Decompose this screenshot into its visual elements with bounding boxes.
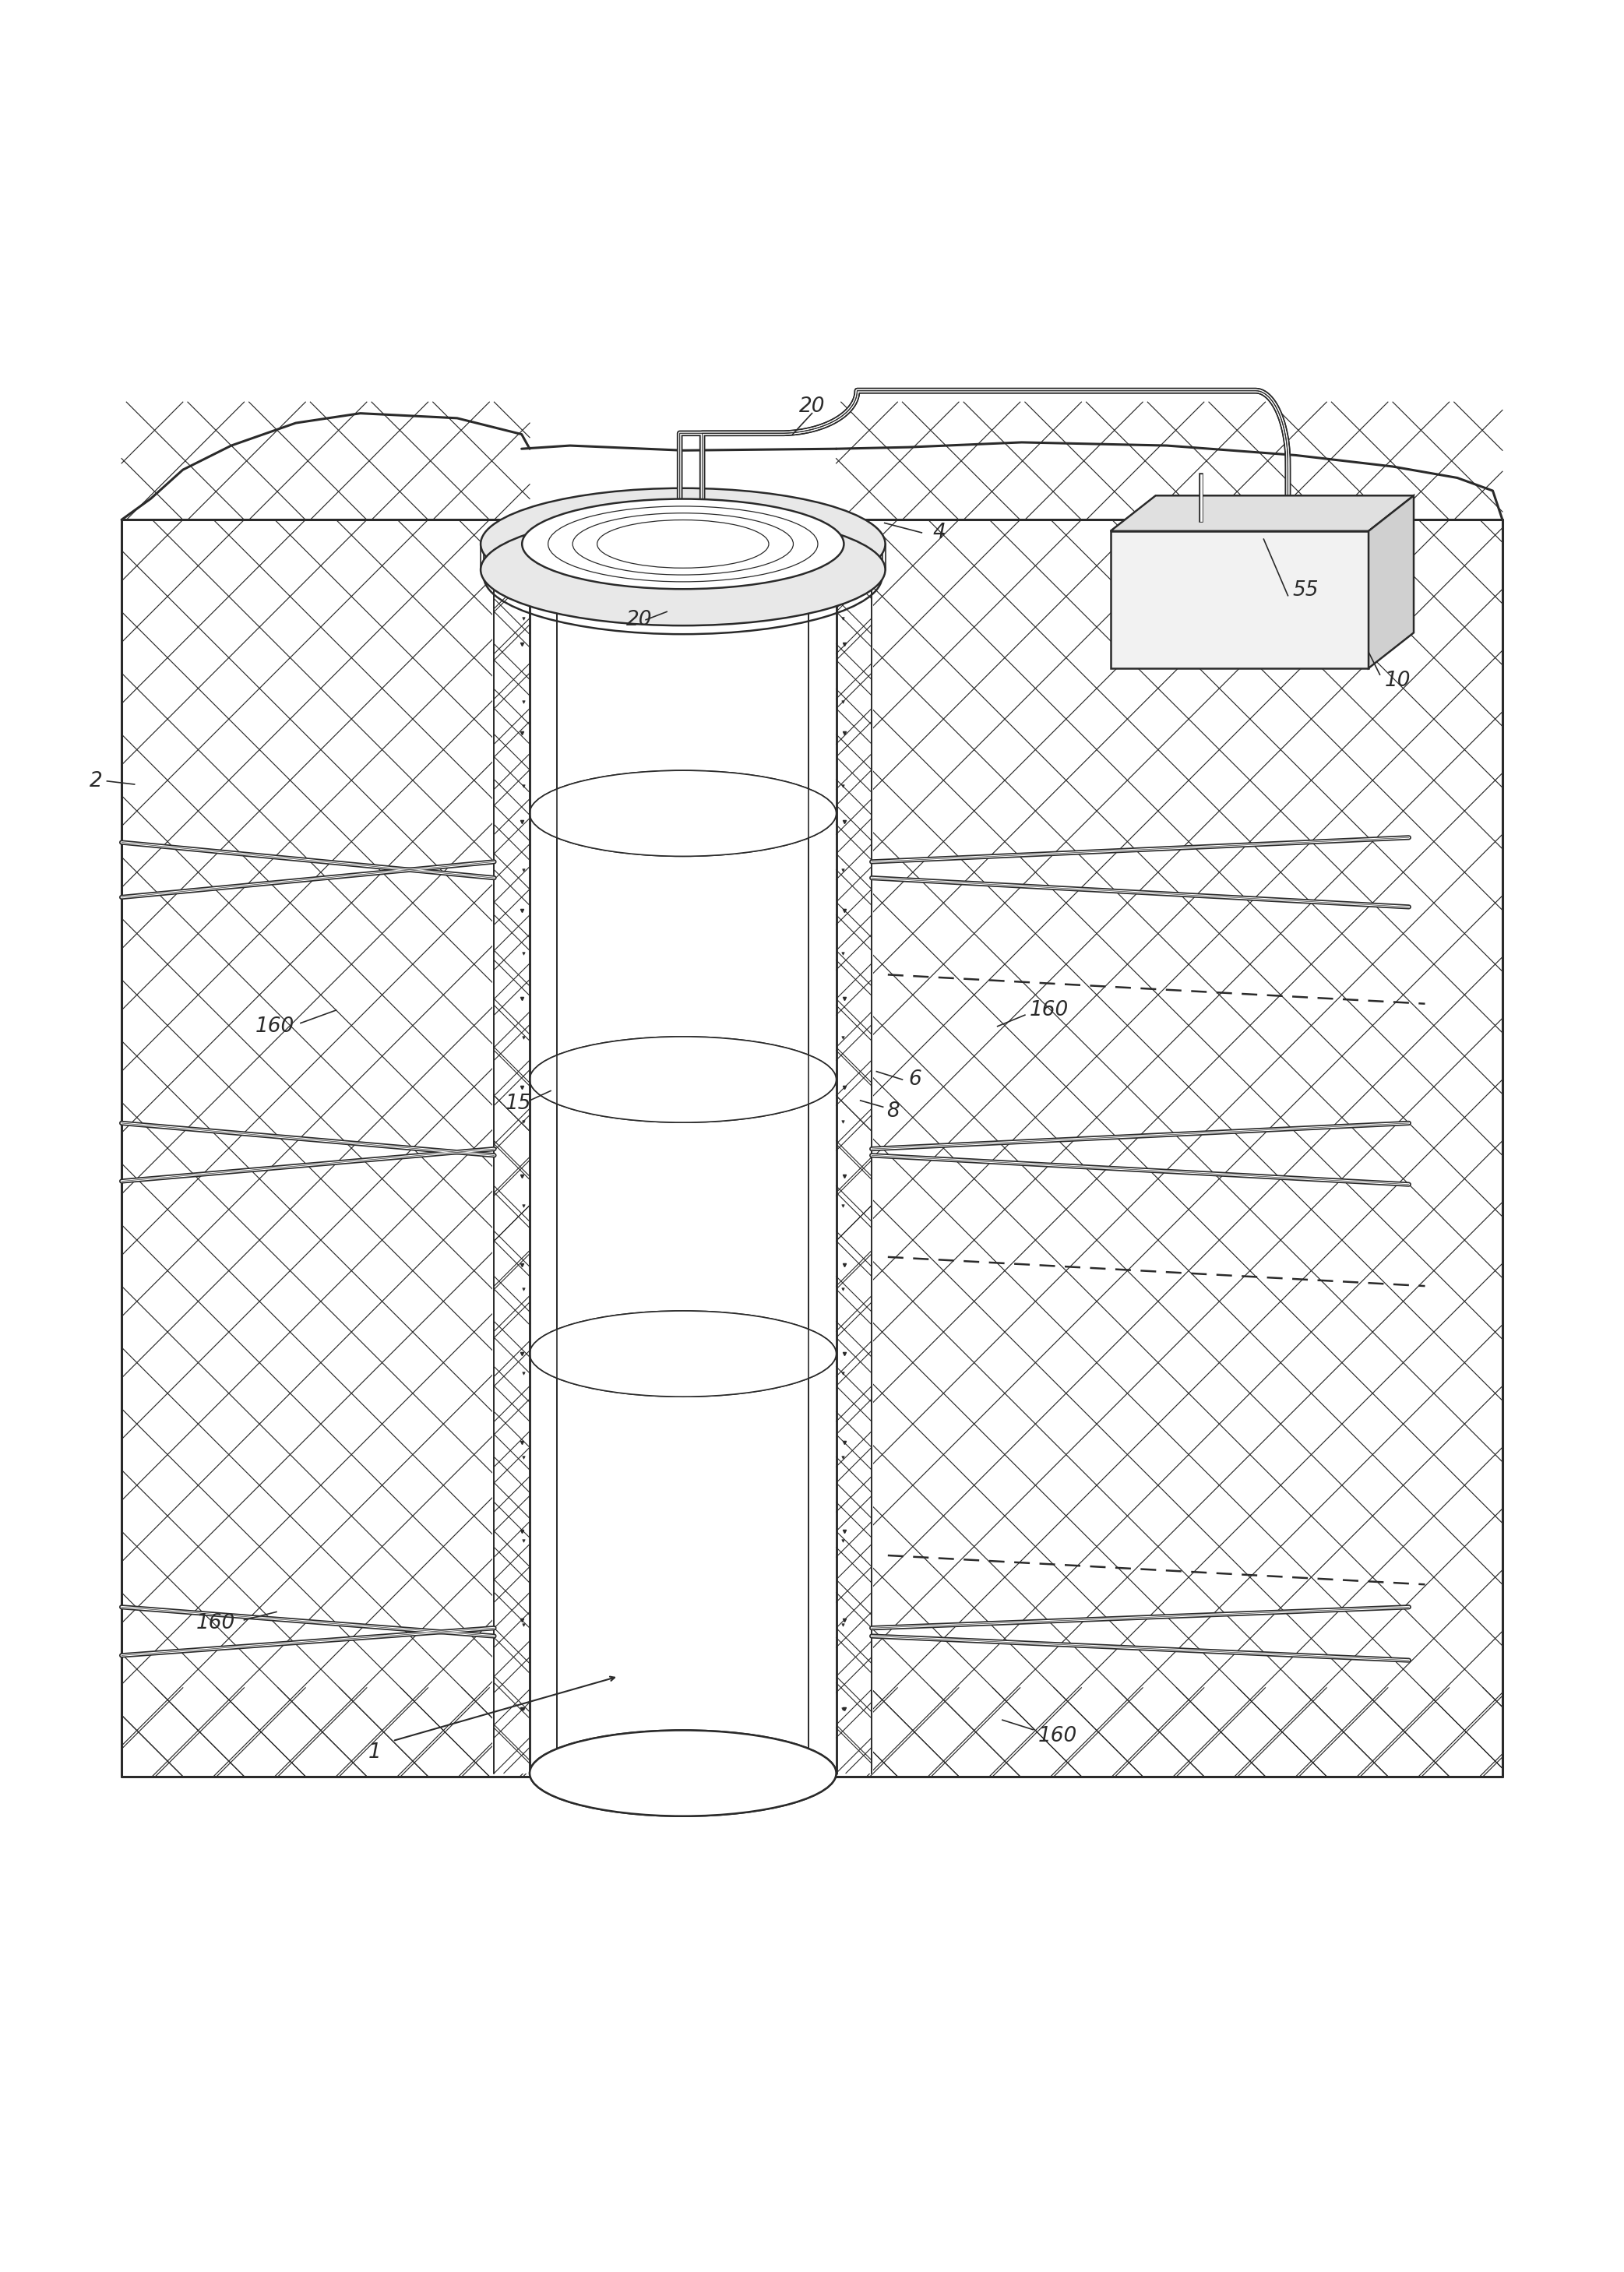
Text: 10: 10 [1385, 670, 1411, 691]
Ellipse shape [481, 488, 885, 600]
Polygon shape [1369, 495, 1415, 668]
Ellipse shape [529, 520, 836, 607]
Polygon shape [1111, 532, 1369, 668]
Text: 6: 6 [909, 1070, 922, 1091]
Text: 160: 160 [1038, 1727, 1077, 1747]
Ellipse shape [529, 1731, 836, 1815]
Text: 20: 20 [799, 398, 825, 418]
Text: 2: 2 [89, 770, 102, 791]
Bar [492, 563, 874, 1772]
Text: 160: 160 [1030, 1000, 1069, 1020]
Text: 8: 8 [887, 1102, 900, 1122]
Text: 15: 15 [505, 1093, 531, 1113]
Polygon shape [1111, 495, 1415, 532]
Ellipse shape [484, 488, 882, 604]
Ellipse shape [521, 502, 844, 593]
Text: 4: 4 [934, 523, 947, 543]
Ellipse shape [529, 1036, 836, 1122]
Bar [529, 563, 836, 1772]
Ellipse shape [521, 500, 844, 588]
Ellipse shape [529, 1311, 836, 1397]
Text: 55: 55 [1293, 582, 1319, 600]
Ellipse shape [481, 513, 885, 625]
Ellipse shape [529, 1731, 836, 1815]
Ellipse shape [529, 770, 836, 857]
Text: 1: 1 [369, 1743, 382, 1763]
Text: 160: 160 [197, 1613, 235, 1634]
Ellipse shape [529, 520, 836, 607]
Text: 20: 20 [627, 609, 653, 629]
Text: 160: 160 [255, 1016, 294, 1036]
Bar [529, 563, 836, 1772]
